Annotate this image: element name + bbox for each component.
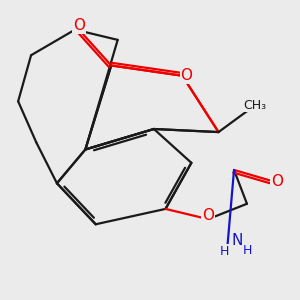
Text: CH₃: CH₃ bbox=[243, 99, 266, 112]
Text: O: O bbox=[202, 208, 214, 223]
Text: O: O bbox=[180, 68, 192, 83]
Text: N: N bbox=[231, 233, 243, 248]
Text: H: H bbox=[220, 245, 230, 258]
Text: O: O bbox=[73, 18, 85, 33]
Text: H: H bbox=[243, 244, 253, 257]
Text: O: O bbox=[271, 174, 283, 189]
